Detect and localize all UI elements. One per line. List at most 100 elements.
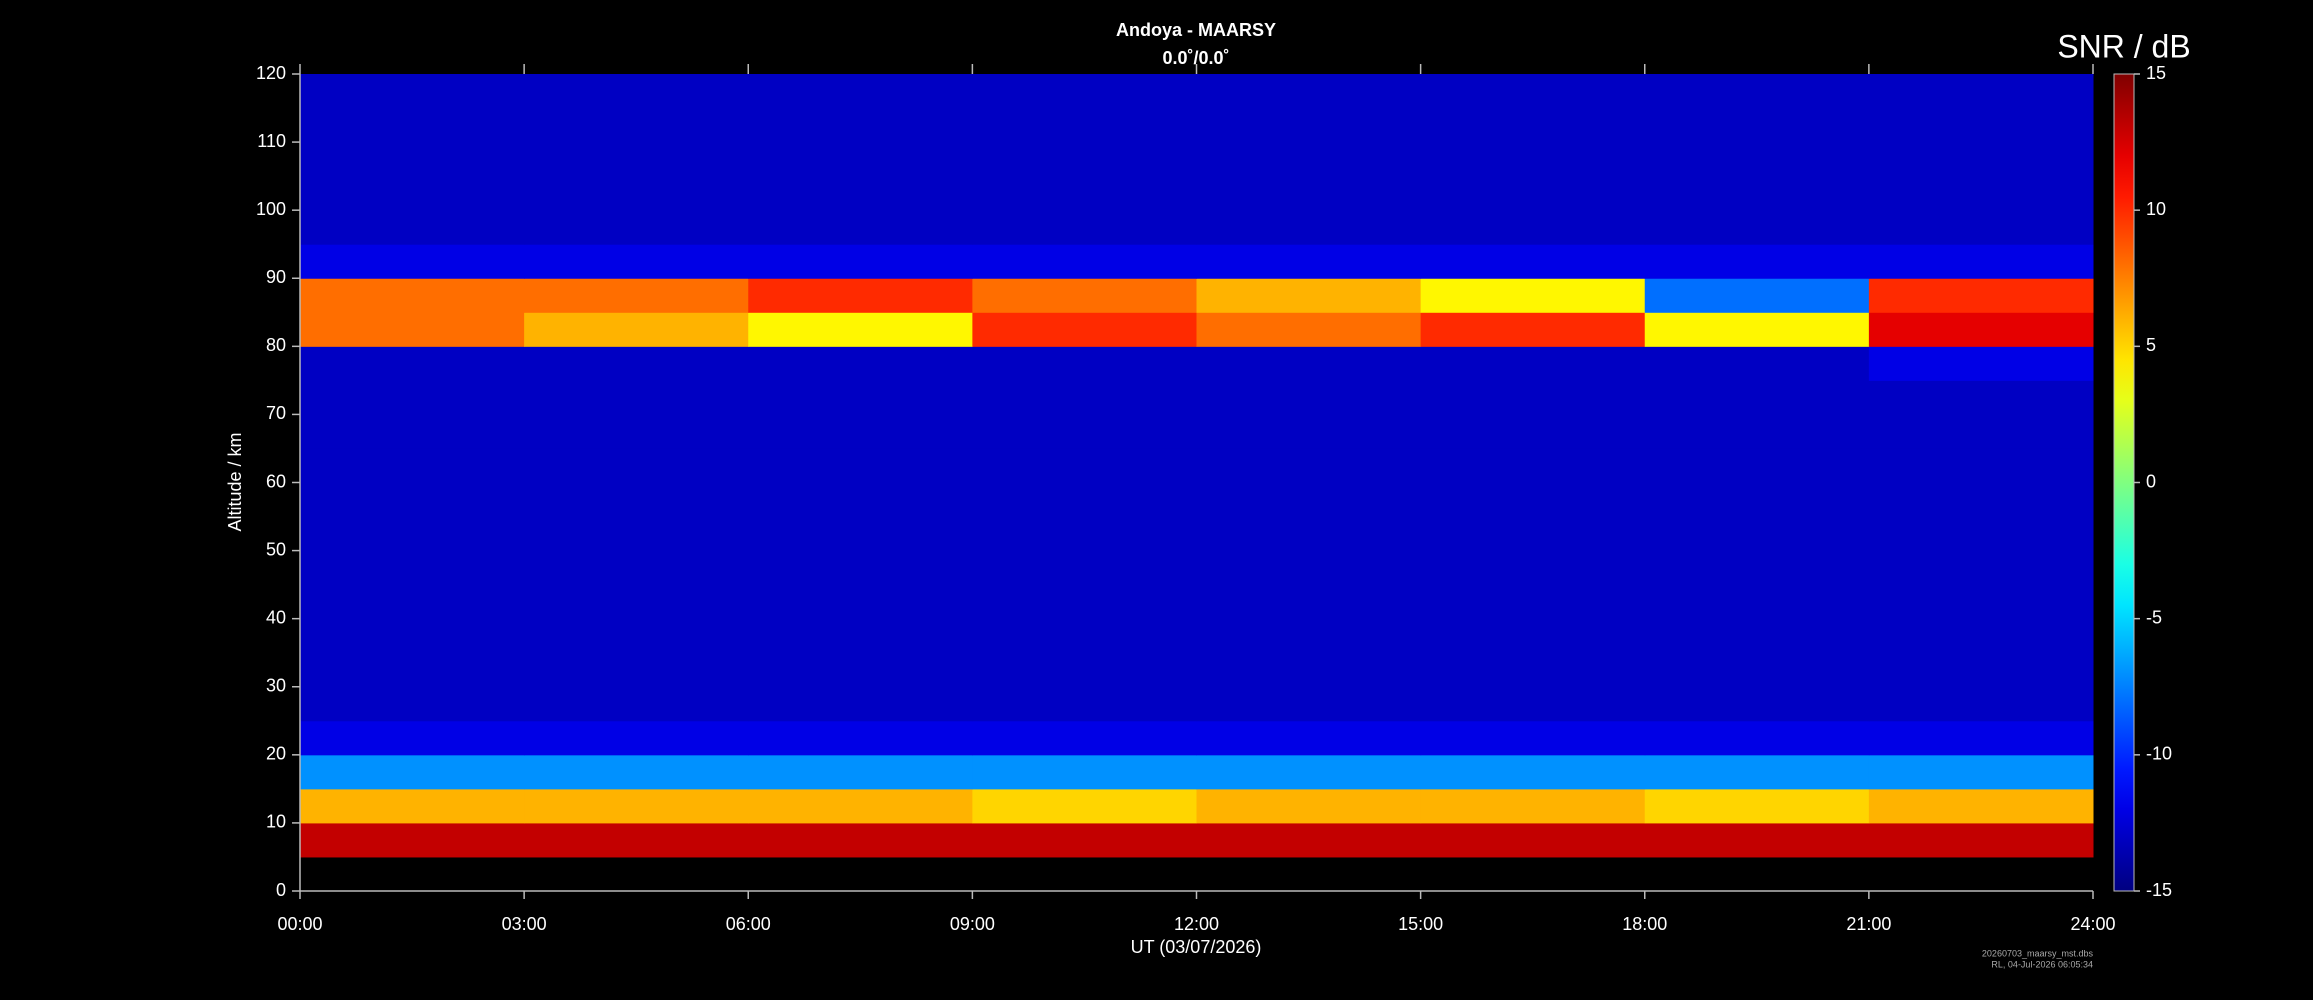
heatmap-cell (300, 720, 525, 756)
heatmap-cell (748, 652, 973, 688)
heatmap-cell (300, 482, 525, 518)
heatmap-cell (1644, 822, 1870, 858)
heatmap-cell (1644, 448, 1870, 483)
heatmap-cell (1420, 516, 1646, 552)
heatmap-cell (972, 482, 1197, 518)
heatmap-cell (524, 686, 749, 722)
heatmap-cell (300, 516, 525, 552)
heatmap-cell (748, 482, 973, 518)
heatmap-cell (972, 176, 1197, 211)
heatmap-cell (1196, 414, 1422, 449)
heatmap-cell (524, 516, 749, 552)
heatmap-cell (1868, 822, 2094, 858)
heatmap-cell (972, 516, 1197, 552)
heatmap-cell (1868, 210, 2094, 245)
heatmap-cell (524, 108, 749, 143)
heatmap-cell (300, 74, 525, 109)
heatmap-cell (1644, 278, 1870, 313)
heatmap-cell (1644, 380, 1870, 415)
heatmap-cell (1644, 176, 1870, 211)
y-tick-label: 90 (266, 267, 286, 287)
footer: RL, 04-Jul-2026 06:05:34 (1991, 959, 2093, 969)
heatmap-cell (748, 550, 973, 586)
heatmap-cell (1868, 720, 2094, 756)
x-tick-label: 03:00 (502, 914, 547, 934)
y-tick-label: 0 (276, 880, 286, 900)
x-tick-label: 21:00 (1846, 914, 1891, 934)
heatmap-cell (1420, 346, 1646, 381)
heatmap-cell (1196, 652, 1422, 688)
footer: 20260703_maarsy_mst.dbs (1982, 948, 2094, 958)
x-tick-label: 18:00 (1622, 914, 1667, 934)
heatmap-cell (1868, 652, 2094, 688)
y-tick-label: 80 (266, 335, 286, 355)
heatmap-cell (1644, 584, 1870, 620)
heatmap-cell (1868, 686, 2094, 722)
heatmap-cell (1644, 618, 1870, 654)
heatmap-cell (1196, 108, 1422, 143)
heatmap-cell (300, 312, 525, 347)
heatmap-cell (1196, 74, 1422, 109)
heatmap-cell (524, 346, 749, 381)
y-tick-label: 30 (266, 676, 286, 696)
heatmap-cell (524, 720, 749, 756)
heatmap-cell (1868, 346, 2094, 381)
heatmap-cell (1420, 176, 1646, 211)
heatmap-cell (972, 720, 1197, 756)
heatmap-cell (524, 652, 749, 688)
heatmap-cell (1420, 584, 1646, 620)
heatmap-cell (1420, 788, 1646, 824)
heatmap-cell (972, 618, 1197, 654)
heatmap-cell (524, 482, 749, 518)
x-tick-label: 06:00 (726, 914, 771, 934)
heatmap-cell (524, 210, 749, 245)
heatmap-cell (1420, 312, 1646, 347)
heatmap-cell (1644, 550, 1870, 586)
heatmap-cell (748, 448, 973, 483)
heatmap-cell (1868, 788, 2094, 824)
heatmap-cell (300, 142, 525, 177)
heatmap-cell (300, 346, 525, 381)
heatmap-cell (1644, 74, 1870, 109)
colorbar-tick-label: 15 (2146, 63, 2166, 83)
heatmap-cell (1420, 448, 1646, 483)
heatmap-cell (1644, 788, 1870, 824)
heatmap-cell (1196, 312, 1422, 347)
heatmap-cell (972, 448, 1197, 483)
heatmap-cell (972, 754, 1197, 790)
x-tick-label: 24:00 (2070, 914, 2115, 934)
heatmap-cell (748, 720, 973, 756)
heatmap-cell (1868, 448, 2094, 483)
heatmap-cell (1868, 550, 2094, 586)
heatmap-cell (1644, 652, 1870, 688)
heatmap-cell (300, 380, 525, 415)
heatmap-cell (300, 754, 525, 790)
heatmap-cell (300, 788, 525, 824)
heatmap-cell (972, 414, 1197, 449)
heatmap-cell (1196, 346, 1422, 381)
heatmap-cell (1196, 822, 1422, 858)
heatmap-cell (524, 618, 749, 654)
heatmap-cell (1196, 584, 1422, 620)
heatmap-cell (1644, 244, 1870, 279)
heatmap-cell (972, 346, 1197, 381)
x-tick-label: 15:00 (1398, 914, 1443, 934)
heatmap-cell (748, 516, 973, 552)
heatmap-cell (1420, 652, 1646, 688)
y-axis-label: Altitude / km (225, 432, 245, 531)
colorbar-tick-label: -5 (2146, 607, 2162, 627)
heatmap-cell (748, 822, 973, 858)
heatmap-cell (1644, 686, 1870, 722)
y-tick-label: 70 (266, 403, 286, 423)
heatmap-cell (1420, 754, 1646, 790)
heatmap-cell (1644, 414, 1870, 449)
heatmap-cell (1420, 74, 1646, 109)
heatmap-cell (1420, 618, 1646, 654)
y-tick-label: 40 (266, 607, 286, 627)
heatmap-cell (1420, 244, 1646, 279)
y-tick-label: 110 (257, 131, 286, 151)
heatmap-cell (1868, 142, 2094, 177)
heatmap-cell (1868, 74, 2094, 109)
heatmap-cell (300, 550, 525, 586)
